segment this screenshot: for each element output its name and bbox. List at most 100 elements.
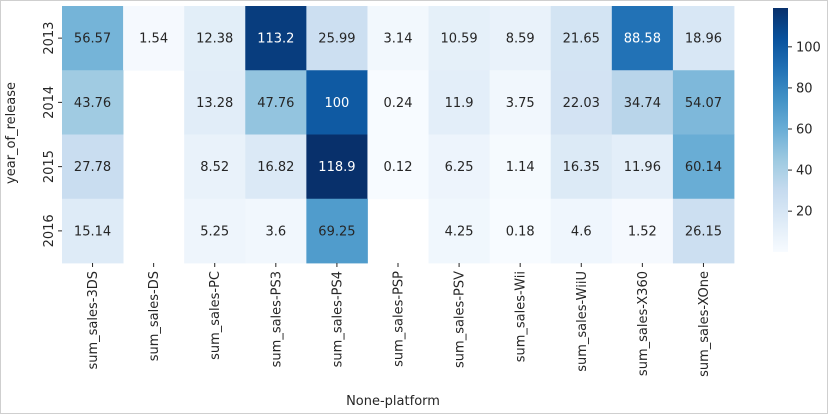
cell-value-label: 100	[324, 96, 349, 111]
cell-value-label: 15.14	[74, 224, 111, 239]
x-tick-label: sum_sales-Wii	[514, 271, 529, 362]
x-axis-label: None-platform	[346, 394, 440, 409]
heatmap-cell	[306, 198, 368, 264]
cell-value-label: 11.96	[624, 160, 661, 175]
heatmap-cells: 56.57 1.54 12.38 113.2 25.99 3.14 10.59 8.59 21.…	[62, 6, 735, 264]
heatmap-cell	[672, 134, 735, 200]
heatmap-cell	[62, 134, 124, 200]
heatmap-cell	[245, 70, 307, 135]
cell-value-label: 0.24	[384, 96, 413, 111]
x-tick-label: sum_sales-X360	[636, 271, 651, 376]
cell-value-label: 21.65	[563, 32, 600, 47]
cell-value-label: 16.82	[257, 160, 294, 175]
heatmap-cell	[428, 134, 491, 200]
y-tick-label: 2015	[42, 150, 57, 183]
cell-value-label: 118.9	[318, 160, 355, 175]
cell-value-label: 43.76	[74, 96, 111, 111]
heatmap-cell	[428, 198, 491, 264]
heatmap-cell	[62, 198, 124, 264]
heatmap-cell	[62, 6, 124, 71]
cell-value-label: 3.6	[265, 224, 286, 239]
cell-value-label: 1.14	[506, 160, 535, 175]
cell-value-label: 113.2	[257, 32, 294, 47]
x-tick-label: sum_sales-PSP	[392, 271, 407, 367]
colorbar-tick-label: 60	[796, 122, 813, 137]
cell-value-label: 12.38	[196, 32, 233, 47]
colorbar-tick-label: 100	[796, 40, 821, 55]
heatmap-cell	[184, 198, 246, 264]
heatmap-cell	[428, 6, 491, 71]
heatmap-cell	[245, 6, 307, 71]
cell-value-label: 56.57	[74, 32, 111, 47]
heatmap-cell	[611, 6, 674, 71]
x-tick-label: sum_sales-PS4	[330, 271, 345, 367]
heatmap-cell	[489, 6, 552, 71]
heatmap-cell	[367, 70, 429, 135]
y-tick-label: 2014	[42, 86, 57, 119]
cell-value-label: 0.12	[384, 160, 413, 175]
heatmap-cell	[367, 134, 429, 200]
cell-value-label: 8.59	[506, 32, 535, 47]
cell-value-label: 6.25	[445, 160, 474, 175]
cell-value-label: 5.25	[200, 224, 229, 239]
heatmap-cell	[550, 70, 613, 135]
cell-value-label: 3.75	[506, 96, 535, 111]
heatmap-cell	[306, 6, 368, 71]
heatmap-cell	[489, 134, 552, 200]
y-tick-label: 2016	[42, 214, 57, 247]
heatmap-cell	[245, 134, 307, 200]
x-tick-label: sum_sales-WiiU	[575, 271, 590, 372]
cell-value-label: 22.03	[563, 96, 600, 111]
cell-value-label: 27.78	[74, 160, 111, 175]
heatmap-cell	[62, 70, 124, 135]
heatmap-cell	[245, 198, 307, 264]
heatmap-cell	[672, 198, 735, 264]
heatmap-cell	[489, 70, 552, 135]
heatmap-cell	[550, 198, 613, 264]
colorbar-ticks: 20 40 60 80 100	[788, 40, 821, 220]
cell-value-label: 4.6	[571, 224, 592, 239]
x-tick-label: sum_sales-XOne	[697, 271, 712, 377]
heatmap-cell	[672, 70, 735, 135]
heatmap-cell	[428, 70, 491, 135]
x-tick-label: sum_sales-PSV	[453, 271, 468, 368]
cell-value-label: 47.76	[257, 96, 294, 111]
cell-value-label: 0.18	[506, 224, 535, 239]
cell-value-label: 11.9	[445, 96, 474, 111]
heatmap-cell	[184, 70, 246, 135]
cell-value-label: 25.99	[318, 32, 355, 47]
cell-value-label: 13.28	[196, 96, 233, 111]
y-axis-label: year_of_release	[4, 82, 19, 184]
heatmap-cell	[123, 6, 185, 71]
cell-value-label: 18.96	[685, 32, 722, 47]
cell-value-label: 26.15	[685, 224, 722, 239]
cell-value-label: 69.25	[318, 224, 355, 239]
heatmap-cell	[611, 70, 674, 135]
cell-value-label: 8.52	[200, 160, 229, 175]
x-tick-labels: sum_sales-3DS sum_sales-DS sum_sales-PC sum…	[86, 263, 712, 377]
heatmap-cell	[611, 198, 674, 264]
heatmap-cell	[367, 6, 429, 71]
heatmap-cell	[672, 6, 735, 71]
heatmap-cell	[184, 134, 246, 200]
heatmap-cell	[550, 134, 613, 200]
colorbar-tick-label: 20	[796, 205, 813, 220]
x-tick-label: sum_sales-PC	[208, 271, 223, 360]
colorbar	[773, 8, 788, 252]
cell-value-label: 3.14	[384, 32, 413, 47]
colorbar-tick-label: 40	[796, 164, 813, 179]
x-tick-label: sum_sales-PS3	[269, 271, 284, 367]
cell-value-label: 34.74	[624, 96, 661, 111]
x-tick-label: sum_sales-DS	[147, 271, 162, 361]
cell-value-label: 88.58	[624, 32, 661, 47]
cell-value-label: 16.35	[563, 160, 600, 175]
heatmap-cell	[184, 6, 246, 71]
cell-value-label: 54.07	[685, 96, 722, 111]
heatmap-cell	[306, 70, 368, 135]
y-tick-label: 2013	[42, 22, 57, 55]
heatmap-cell	[550, 6, 613, 71]
colorbar-tick-label: 80	[796, 81, 813, 96]
heatmap-cell	[611, 134, 674, 200]
